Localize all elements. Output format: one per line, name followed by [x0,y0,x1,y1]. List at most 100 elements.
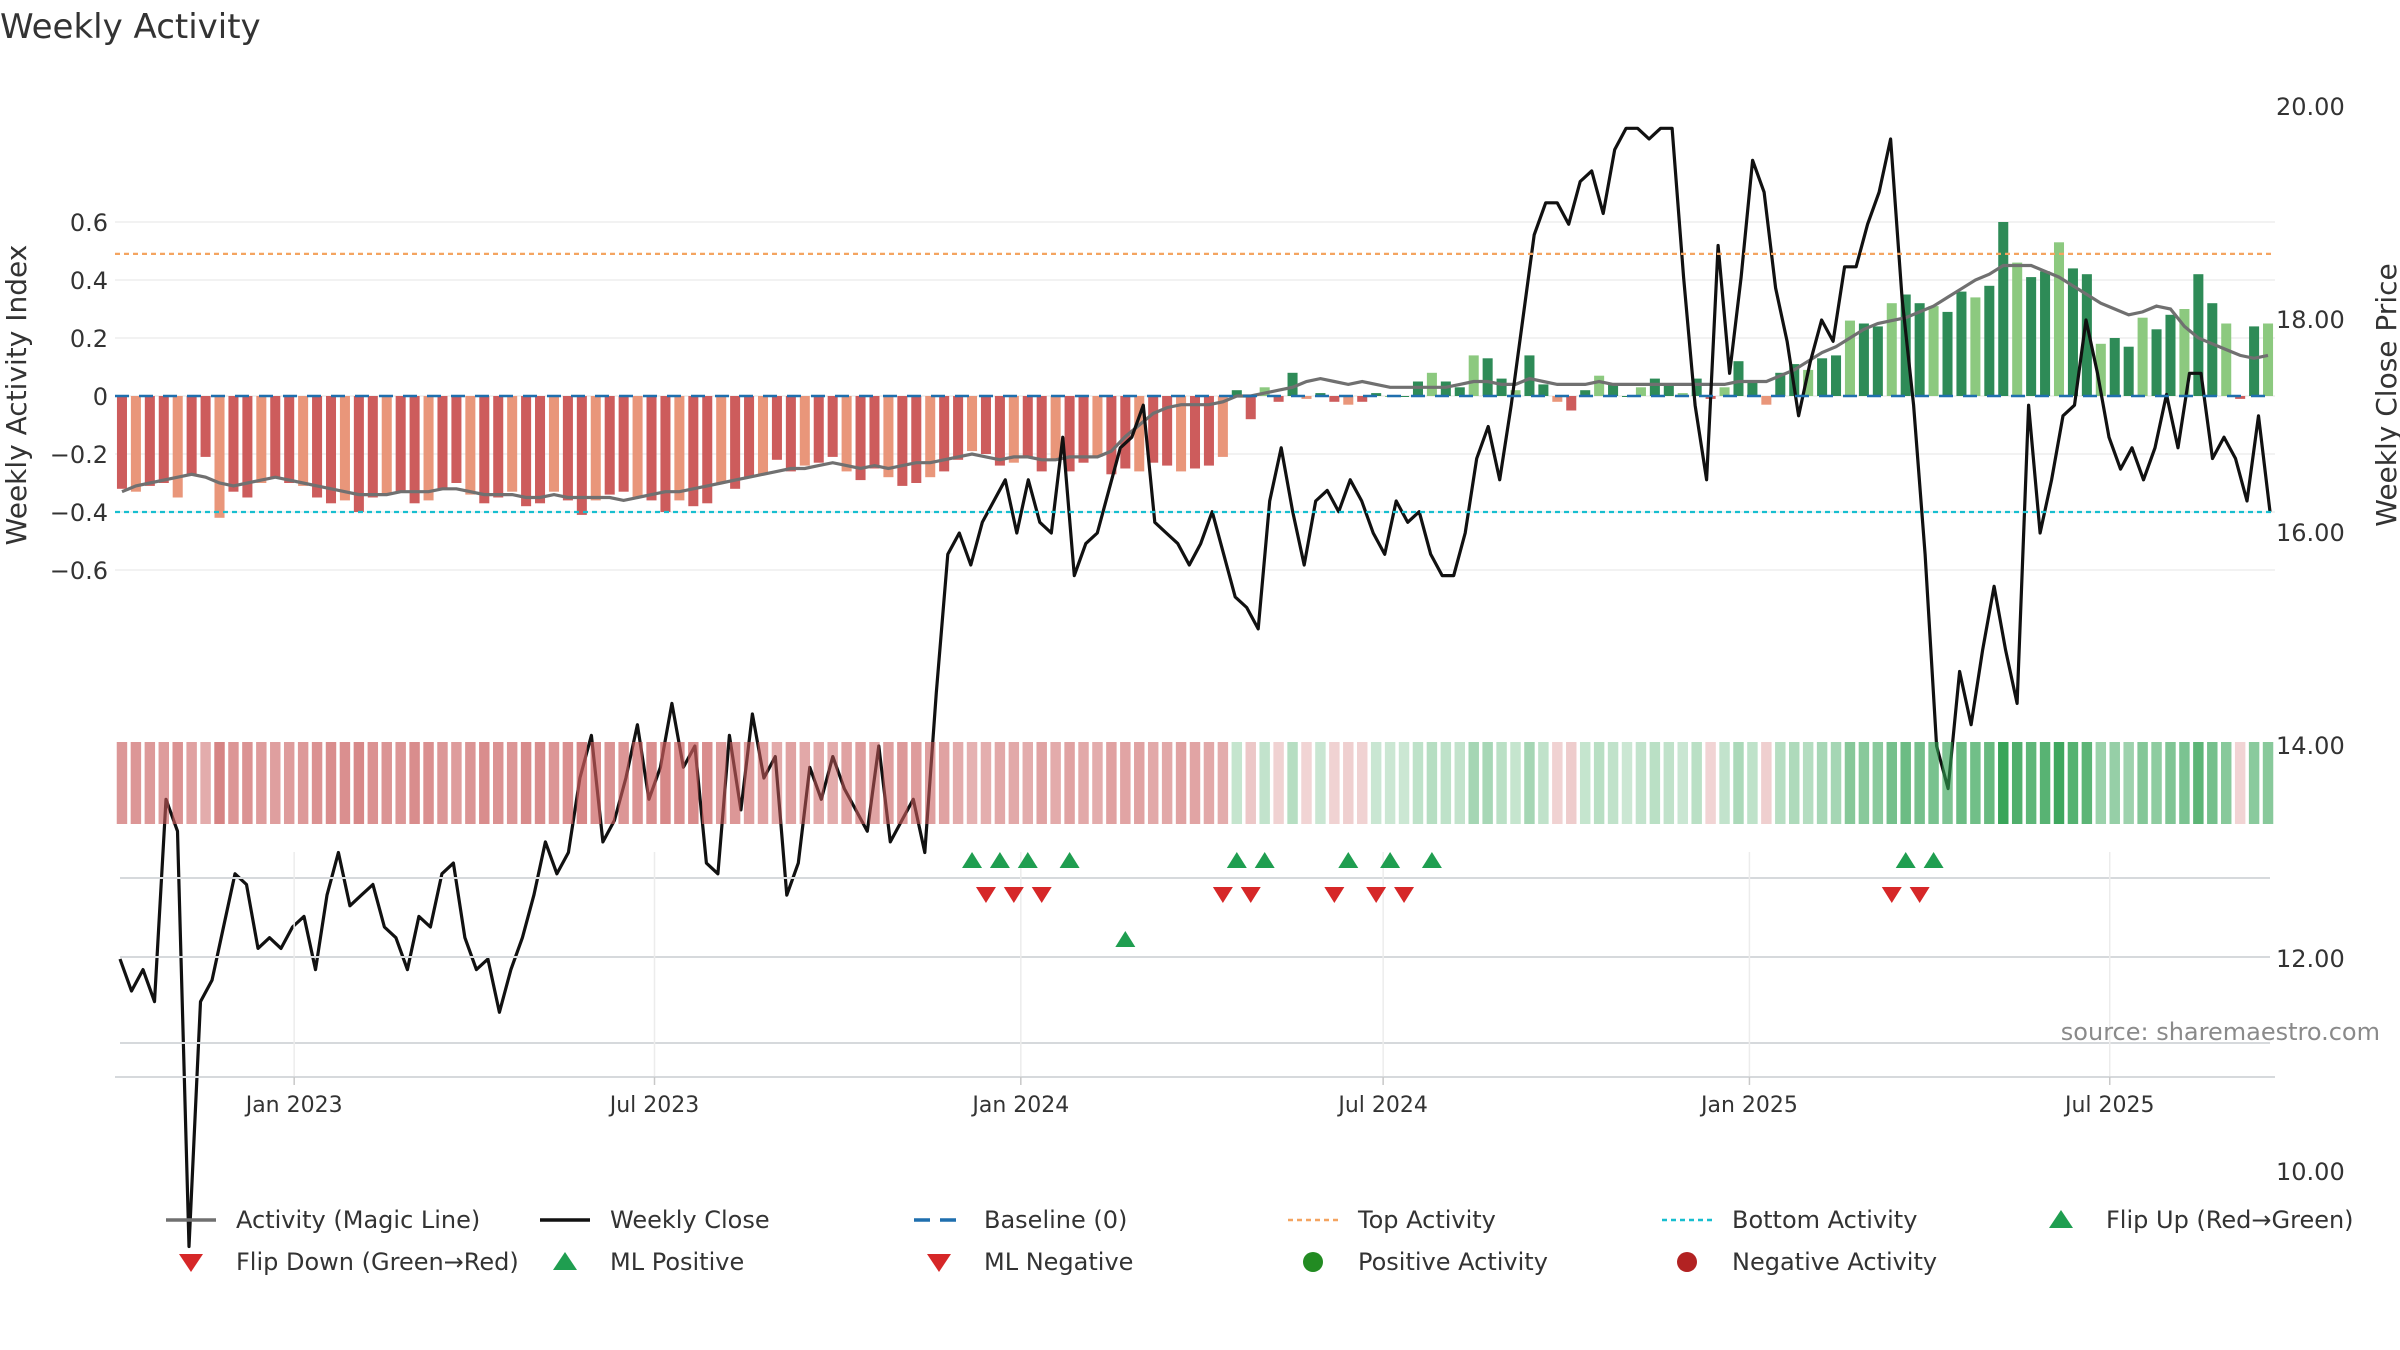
legend-item-baseline: Baseline (0) [908,1202,1282,1238]
legend-label: ML Positive [610,1248,745,1276]
activity-bar [716,396,727,483]
activity-bar [214,396,225,518]
y2-tick-label: 12.00 [2276,945,2345,973]
heat-cell [618,742,629,824]
heat-cell [1482,742,1493,824]
activity-bar [1608,384,1619,396]
heat-cell [938,742,950,824]
flip-down-marker [1324,887,1345,903]
heat-cell [1315,742,1326,824]
legend-item-positive-activity: Positive Activity [1282,1244,1656,1280]
activity-bar [2095,343,2106,396]
flip-down-marker [1366,887,1387,903]
activity-bar [883,396,894,478]
activity-bar [660,396,671,512]
heat-cell [729,742,741,824]
heat-cell [855,742,866,824]
heat-cell [1259,742,1270,824]
heat-cell [715,742,727,824]
heat-cell [869,742,880,824]
activity-bar [1510,390,1521,396]
activity-bar [1552,396,1563,402]
heat-cell [2039,742,2051,824]
legend-item-ml-positive: ML Positive [534,1244,908,1280]
heat-cell [1816,742,1828,824]
heat-cell [437,742,448,824]
activity-bar [465,396,476,495]
heat-cell [325,742,337,824]
y-tick-label: 0.4 [70,267,108,295]
heat-cell [1789,742,1800,824]
activity-bar [688,396,699,507]
legend-label: Weekly Close [610,1206,770,1234]
flip-down-marker [1212,887,1233,903]
activity-bar [270,396,281,478]
activity-bar [1984,285,1995,396]
heat-cell [297,742,309,824]
activity-bar [1566,396,1577,411]
heat-cell [1649,742,1661,824]
ml-positive-icon [553,1252,577,1270]
legend-item-bottom-activity: Bottom Activity [1656,1202,2030,1238]
heat-cell [1398,742,1410,824]
activity-bar [1064,396,1075,472]
heat-cell [2221,742,2232,824]
heat-cell [2123,742,2134,824]
activity-bar [409,396,420,504]
heat-cell [1677,742,1688,824]
activity-bar [1496,378,1507,396]
heat-cell [1301,742,1312,824]
heat-cell [1775,742,1786,824]
heat-cell [1357,742,1368,824]
flip-up-marker [1923,852,1944,868]
activity-bar [897,396,908,486]
heat-cell [1412,742,1424,824]
activity-bar [1343,396,1354,405]
activity-bar [980,396,991,454]
activity-bar [1482,358,1493,396]
activity-bar [2179,309,2190,396]
legend-item-flip-down: Flip Down (Green→Red) [160,1244,534,1280]
heat-cell [1078,742,1089,824]
y-tick-label: −0.2 [50,441,108,469]
heat-cell [1134,742,1145,824]
heat-cell [367,742,379,824]
weekly-close-series [118,126,2272,1249]
flip-up-icon [2049,1210,2073,1228]
heat-cell [1956,742,1967,824]
activity-bar [1733,361,1744,396]
flip-up-marker [1338,852,1359,868]
activity-bar [2026,277,2037,396]
activity-bar [1371,393,1382,396]
heat-cell [242,742,253,824]
activity-bar [2137,317,2148,396]
heat-cell [1008,742,1020,824]
heat-cell [1635,742,1647,824]
heat-cell [2137,742,2148,824]
flip-up-marker [1254,852,1275,868]
activity-bar [604,396,615,495]
heat-cell [1022,742,1033,824]
activity-bar [869,396,880,469]
heat-cell [214,742,225,824]
heat-cell [897,742,908,824]
activity-bar [827,396,838,457]
activity-bar [1036,396,1047,472]
heat-cell [1579,742,1591,824]
heat-cell [451,742,462,824]
ml-positive-marker [1115,931,1136,947]
flip-down-icon [179,1254,203,1272]
activity-bar [1245,396,1256,420]
activity-bar [953,396,964,460]
baseline-swatch [914,1218,964,1222]
heat-cell [1872,742,1884,824]
heat-cell [2193,742,2204,824]
heat-cell [1050,742,1061,824]
heat-cell [1245,742,1256,824]
activity-bar [2053,242,2065,396]
activity-bar [855,396,866,481]
heat-cell [1663,742,1675,824]
heat-cell [2234,742,2246,824]
heat-cell [911,742,922,824]
heat-cell [1858,742,1870,824]
